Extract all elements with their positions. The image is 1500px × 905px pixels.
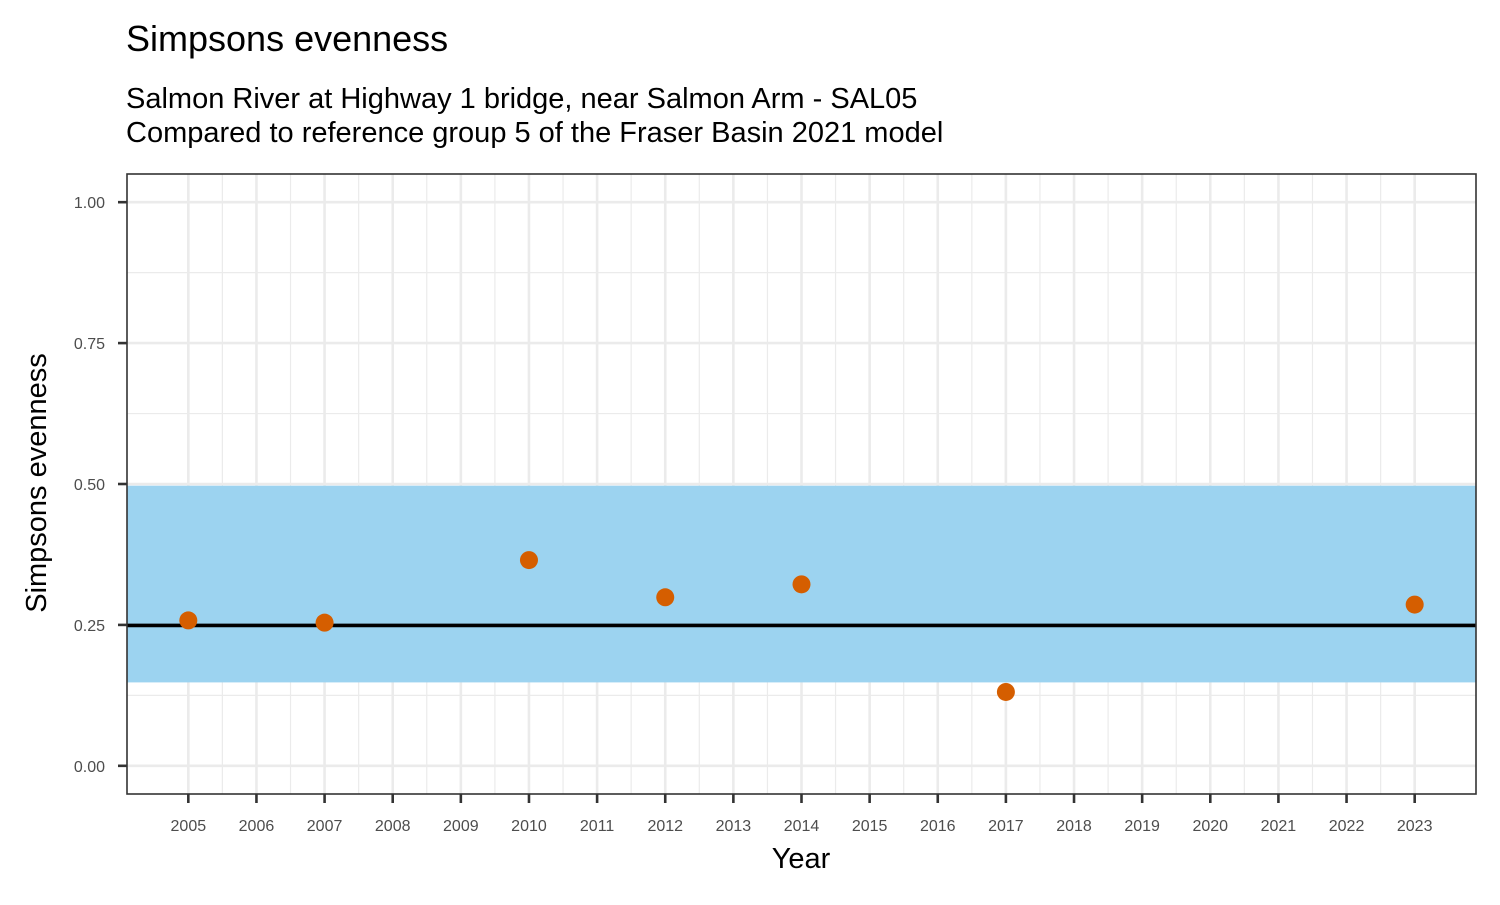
- chart-subtitle-line-1: Salmon River at Highway 1 bridge, near S…: [126, 83, 917, 115]
- x-tick-label: 2019: [1124, 818, 1160, 835]
- x-tick-label: 2015: [852, 818, 888, 835]
- x-tick-label: 2020: [1192, 818, 1228, 835]
- x-tick-label: 2008: [375, 818, 411, 835]
- y-tick-label: 0.50: [74, 477, 105, 494]
- y-tick-label: 0.25: [74, 618, 105, 635]
- y-axis-title: Simpsons evenness: [21, 353, 53, 613]
- x-tick-label: 2013: [716, 818, 752, 835]
- x-tick-label: 2010: [511, 818, 547, 835]
- x-tick-label: 2018: [1056, 818, 1092, 835]
- x-axis-title: Year: [772, 843, 831, 875]
- x-tick-label: 2022: [1329, 818, 1365, 835]
- x-tick-label: 2007: [307, 818, 343, 835]
- x-tick-label: 2005: [171, 818, 207, 835]
- plot-area: 0.00 0.25 0.50 0.75 1.00 2005 2006 2007 2008 2009…: [74, 173, 1477, 835]
- x-tick-label: 2012: [647, 818, 683, 835]
- chart-subtitle-line-2: Compared to reference group 5 of the Fra…: [126, 117, 943, 149]
- data-point-2007: [315, 613, 334, 632]
- x-tick-label: 2023: [1397, 818, 1433, 835]
- x-tick-label: 2011: [580, 818, 615, 835]
- data-point-2012: [656, 588, 675, 607]
- data-point-2017: [996, 682, 1015, 701]
- x-tick-label: 2016: [920, 818, 956, 835]
- x-tick-label: 2009: [443, 818, 479, 835]
- x-tick-label: 2014: [784, 818, 820, 835]
- y-tick-label: 0.75: [74, 336, 105, 353]
- x-tick-label: 2021: [1261, 818, 1297, 835]
- data-point-2023: [1405, 595, 1424, 614]
- data-point-2014: [792, 575, 811, 594]
- y-tick-label: 0.00: [74, 759, 105, 776]
- x-tick-label: 2017: [988, 818, 1024, 835]
- data-point-2010: [519, 551, 538, 570]
- data-point-2005: [179, 611, 198, 630]
- y-tick-label: 1.00: [74, 195, 105, 212]
- chart-title: Simpsons evenness: [126, 18, 448, 59]
- x-tick-label: 2006: [239, 818, 275, 835]
